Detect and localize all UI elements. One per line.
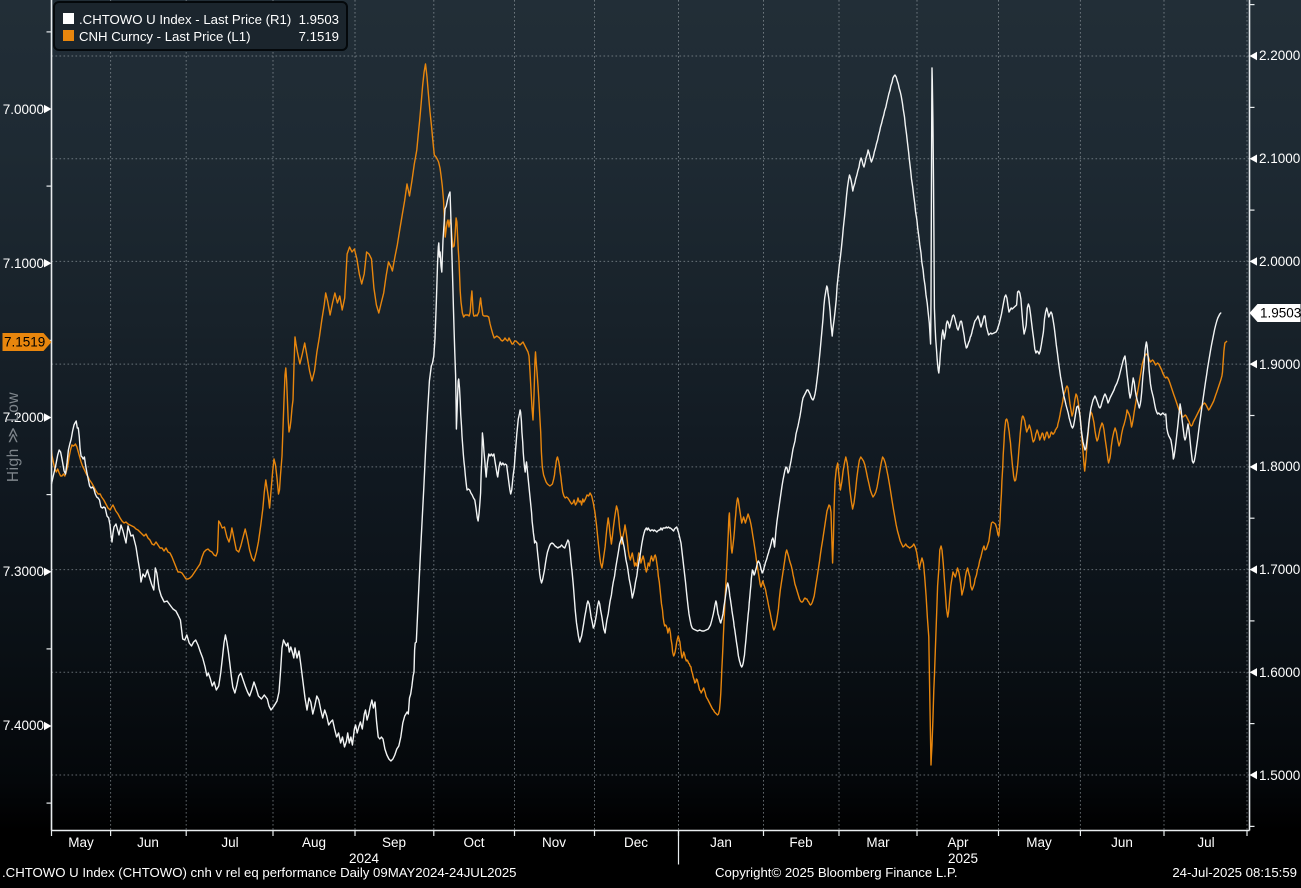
svg-text:7.1519: 7.1519 bbox=[4, 335, 45, 350]
svg-text:1.9503: 1.9503 bbox=[1260, 306, 1301, 321]
svg-text:24-Jul-2025 08:15:59: 24-Jul-2025 08:15:59 bbox=[1172, 865, 1297, 880]
svg-text:Nov: Nov bbox=[542, 835, 566, 850]
svg-text:2024: 2024 bbox=[349, 851, 380, 866]
svg-text:Jan: Jan bbox=[710, 835, 732, 850]
svg-text:Sep: Sep bbox=[382, 835, 406, 850]
svg-text:Jun: Jun bbox=[137, 835, 159, 850]
svg-text:1.5000: 1.5000 bbox=[1259, 768, 1300, 783]
svg-text:Apr: Apr bbox=[947, 835, 969, 850]
svg-text:7.1000: 7.1000 bbox=[3, 256, 44, 271]
svg-text:High ≫ Low: High ≫ Low bbox=[5, 392, 22, 482]
svg-text:Aug: Aug bbox=[302, 835, 326, 850]
svg-text:Mar: Mar bbox=[866, 835, 890, 850]
svg-text:1.9000: 1.9000 bbox=[1259, 357, 1300, 372]
svg-text:2025: 2025 bbox=[948, 851, 978, 866]
svg-text:2.0000: 2.0000 bbox=[1259, 254, 1300, 269]
svg-text:Oct: Oct bbox=[463, 835, 484, 850]
svg-text:Feb: Feb bbox=[789, 835, 812, 850]
svg-text:7.4000: 7.4000 bbox=[3, 718, 44, 733]
svg-text:7.0000: 7.0000 bbox=[3, 102, 44, 117]
svg-text:.CHTOWO U Index (CHTOWO) cnh v: .CHTOWO U Index (CHTOWO) cnh v rel eq pe… bbox=[2, 865, 517, 880]
svg-text:Jul: Jul bbox=[221, 835, 238, 850]
svg-text:.CHTOWO U Index - Last Price (: .CHTOWO U Index - Last Price (R1) bbox=[79, 12, 291, 27]
svg-text:1.9503: 1.9503 bbox=[299, 12, 339, 27]
svg-text:2.2000: 2.2000 bbox=[1259, 48, 1300, 63]
svg-text:Dec: Dec bbox=[624, 835, 648, 850]
svg-text:1.6000: 1.6000 bbox=[1259, 665, 1300, 680]
svg-text:7.3000: 7.3000 bbox=[3, 564, 44, 579]
svg-text:1.8000: 1.8000 bbox=[1259, 459, 1300, 474]
svg-text:7.1519: 7.1519 bbox=[299, 29, 339, 44]
svg-text:7.2000: 7.2000 bbox=[3, 410, 44, 425]
svg-text:2.1000: 2.1000 bbox=[1259, 151, 1300, 166]
svg-text:Jul: Jul bbox=[1197, 835, 1214, 850]
svg-text:May: May bbox=[68, 835, 94, 850]
svg-text:May: May bbox=[1026, 835, 1052, 850]
svg-text:CNH Curncy - Last Price (L1): CNH Curncy - Last Price (L1) bbox=[79, 29, 250, 44]
svg-text:1.7000: 1.7000 bbox=[1259, 562, 1300, 577]
svg-text:Jun: Jun bbox=[1111, 835, 1133, 850]
svg-text:Copyright© 2025 Bloomberg Fina: Copyright© 2025 Bloomberg Finance L.P. bbox=[715, 865, 958, 880]
